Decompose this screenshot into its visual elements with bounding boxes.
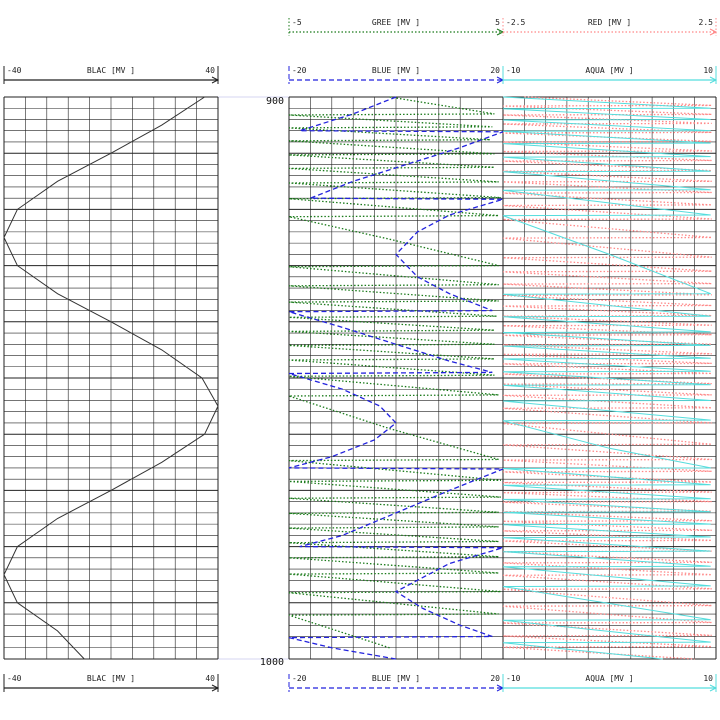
- scale-min: -40: [7, 674, 22, 683]
- curve-blac: [3, 96, 219, 660]
- track-grid-1: [3, 96, 219, 660]
- curve-label: BLUE [MV ]: [372, 66, 420, 75]
- scale-min: -20: [292, 66, 307, 75]
- scale-max: 2.5: [699, 18, 714, 27]
- header-top-red: -2.5 2.5 RED [MV ]: [502, 18, 718, 36]
- scale-max: 10: [703, 66, 713, 75]
- header-bottom-blac: -40 40 BLAC [MV ]: [3, 674, 220, 692]
- curve-layer: [3, 96, 712, 660]
- curve-label: AQUA [MV ]: [585, 674, 633, 683]
- scale-min: -10: [506, 66, 521, 75]
- scale-min: -5: [292, 18, 302, 27]
- curve-label: GREE [MV ]: [372, 18, 420, 27]
- scale-min: -40: [7, 66, 22, 75]
- scale-min: -2.5: [506, 18, 525, 27]
- curve-label: AQUA [MV ]: [585, 66, 633, 75]
- header-top-aqua: -10 10 AQUA [MV ]: [502, 66, 718, 84]
- grid-layer: [3, 96, 717, 660]
- depth-axis: 900 1000: [260, 96, 284, 668]
- header-bottom-aqua: -10 10 AQUA [MV ]: [502, 674, 718, 692]
- scale-min: -20: [292, 674, 307, 683]
- scale-max: 40: [205, 674, 215, 683]
- curve-label: RED [MV ]: [588, 18, 631, 27]
- curve-gree: [288, 96, 501, 649]
- scale-max: 20: [490, 674, 500, 683]
- depth-label-bottom: 1000: [260, 657, 284, 668]
- header-layer: -40 40 BLAC [MV ] -40 40 BLAC [MV ] -20 20 BLUE …: [3, 18, 718, 692]
- header-top-blac: -40 40 BLAC [MV ]: [3, 66, 220, 84]
- curve-label: BLAC [MV ]: [87, 66, 135, 75]
- depth-label-top: 900: [266, 96, 284, 107]
- curve-blue: [288, 96, 504, 660]
- header-top-blue: -20 20 BLUE [MV ]: [288, 66, 505, 84]
- track-grid-2: [288, 96, 504, 660]
- curve-aqua: [502, 96, 711, 660]
- header-bottom-blue: -20 20 BLUE [MV ]: [288, 674, 505, 692]
- scale-max: 10: [703, 674, 713, 683]
- header-top-gree: -5 5 GREE [MV ]: [288, 18, 505, 36]
- scale-max: 5: [495, 18, 500, 27]
- curve-label: BLAC [MV ]: [87, 674, 135, 683]
- curve-red: [502, 96, 712, 660]
- scale-max: 20: [490, 66, 500, 75]
- curve-label: BLUE [MV ]: [372, 674, 420, 683]
- scale-min: -10: [506, 674, 521, 683]
- scale-max: 40: [205, 66, 215, 75]
